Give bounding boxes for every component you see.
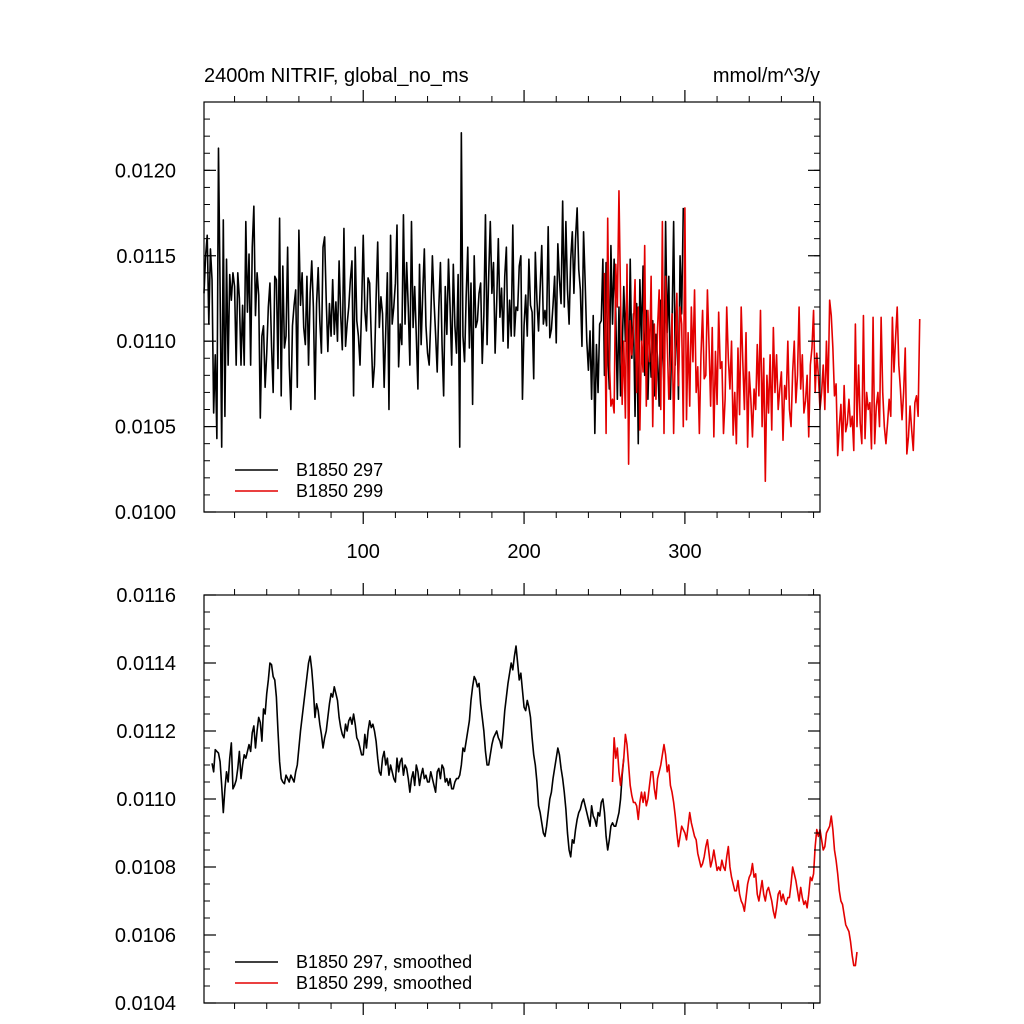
top-y-tick-label: 0.0100 <box>115 502 176 524</box>
top-chart-title: 2400m NITRIF, global_no_ms <box>204 65 469 87</box>
top-series-line-2 <box>603 190 921 483</box>
top-y-tick-label: 0.0120 <box>115 160 176 182</box>
bottom-chart-panel: 0.0104 0.0106 0.0108 0.0110 0.0112 0.0114 0.01… <box>115 583 858 1015</box>
bottom-y-tick-label: 0.0112 <box>116 721 176 743</box>
bottom-y-tick-label: 0.0108 <box>115 857 176 879</box>
top-chart-axes: 0.0100 0.0105 0.0110 0.0115 0.0120 100 200 300 <box>115 90 821 563</box>
bottom-legend-label-2: B1850 299, smoothed <box>296 973 472 993</box>
top-chart-panel: 2400m NITRIF, global_no_ms mmol/m^3/y 0.… <box>115 65 921 563</box>
bottom-y-tick-label: 0.0110 <box>116 789 176 811</box>
bottom-y-tick-label: 0.0106 <box>115 925 176 947</box>
bottom-series-line-2 <box>611 733 858 967</box>
bottom-plot-frame <box>203 594 821 1004</box>
bottom-series-line-1 <box>211 645 625 858</box>
bottom-chart-series-lines <box>211 645 858 967</box>
top-x-tick-label: 100 <box>347 541 380 563</box>
top-chart-series-lines <box>203 131 921 483</box>
top-chart-units: mmol/m^3/y <box>713 65 820 87</box>
top-legend-label-2: B1850 299 <box>296 481 383 501</box>
bottom-legend-label-1: B1850 297, smoothed <box>296 952 472 972</box>
bottom-y-tick-label: 0.0114 <box>116 653 176 675</box>
top-legend-label-1: B1850 297 <box>296 460 383 480</box>
top-y-tick-label: 0.0115 <box>116 246 176 268</box>
top-series-line-1 <box>203 131 685 448</box>
top-y-tick-label: 0.0105 <box>115 417 176 439</box>
top-y-tick-label: 0.0110 <box>116 331 176 353</box>
bottom-chart-axes: 0.0104 0.0106 0.0108 0.0110 0.0112 0.0114 0.01… <box>115 583 821 1015</box>
bottom-y-tick-label: 0.0104 <box>115 993 176 1015</box>
bottom-y-tick-label: 0.0116 <box>116 585 176 607</box>
top-x-tick-label: 200 <box>507 541 540 563</box>
top-x-tick-label: 300 <box>668 541 701 563</box>
